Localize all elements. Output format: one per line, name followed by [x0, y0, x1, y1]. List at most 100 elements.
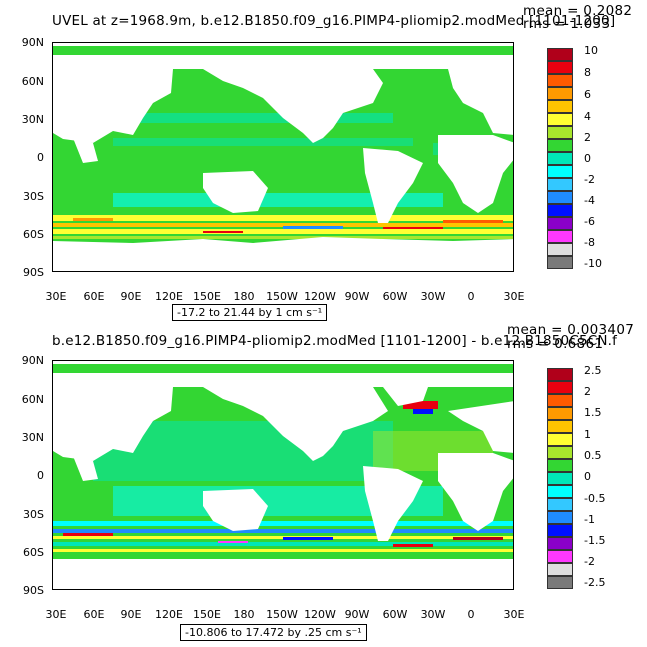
contour-range-note: -10.806 to 17.472 by .25 cm s⁻¹	[180, 624, 367, 641]
colorbar	[547, 368, 573, 589]
lat-label: 0	[37, 151, 44, 164]
colorbar-swatch	[547, 394, 573, 407]
panel-top: UVEL at z=1968.9m, b.e12.B1850.f09_g16.P…	[0, 0, 647, 322]
colorbar-label: 2.5	[584, 364, 602, 377]
velocity-map	[53, 43, 513, 271]
colorbar-label: 2	[584, 131, 591, 144]
colorbar-swatch	[547, 381, 573, 394]
colorbar-swatch	[547, 74, 573, 87]
lon-label: 30E	[45, 608, 67, 621]
lon-label: 180	[233, 290, 255, 303]
lat-label: 30N	[21, 431, 44, 444]
rms-stat: rms = 1.033	[523, 16, 611, 32]
colorbar-label: 2	[584, 385, 591, 398]
colorbar-swatch	[547, 191, 573, 204]
panel-bottom: b.e12.B1850.f09_g16.PIMP4-pliomip2.modMe…	[0, 322, 647, 647]
lon-label: 90E	[120, 608, 142, 621]
colorbar-swatch	[547, 485, 573, 498]
colorbar-swatch	[547, 152, 573, 165]
lat-label: 30N	[21, 113, 44, 126]
colorbar-label: 1	[584, 428, 591, 441]
mean-stat: mean = 0.003407	[507, 322, 635, 338]
colorbar-label: -1	[584, 513, 595, 526]
lon-label: 30E	[45, 290, 67, 303]
colorbar-label: -2	[584, 173, 595, 186]
colorbar-swatch	[547, 446, 573, 459]
colorbar-swatch	[547, 433, 573, 446]
colorbar-swatch	[547, 368, 573, 381]
lon-label: 60W	[382, 608, 408, 621]
lon-label: 90W	[344, 608, 370, 621]
colorbar-swatch	[547, 178, 573, 191]
colorbar-label: 10	[584, 44, 598, 57]
lat-label: 30S	[23, 508, 44, 521]
lon-label: 90W	[344, 290, 370, 303]
colorbar-swatch	[547, 459, 573, 472]
colorbar-swatch	[547, 420, 573, 433]
velocity-difference-map	[53, 361, 513, 589]
lon-label: 60E	[83, 608, 105, 621]
colorbar-label: 0.5	[584, 449, 602, 462]
colorbar-label: -2	[584, 555, 595, 568]
lon-label: 150E	[193, 290, 221, 303]
colorbar-label: -4	[584, 194, 595, 207]
lat-label: 60N	[21, 393, 44, 406]
colorbar-label: 4	[584, 110, 591, 123]
lat-label: 60S	[23, 546, 44, 559]
lon-label: 120E	[155, 290, 183, 303]
colorbar-swatch	[547, 511, 573, 524]
lat-label: 60S	[23, 228, 44, 241]
lon-label: 60E	[83, 290, 105, 303]
lon-label: 30W	[420, 608, 446, 621]
colorbar-swatch	[547, 472, 573, 485]
lon-label: 30E	[503, 290, 525, 303]
lon-label: 0	[467, 608, 475, 621]
colorbar-swatch	[547, 139, 573, 152]
map-frame	[52, 360, 514, 590]
colorbar-label: -8	[584, 236, 595, 249]
colorbar-swatch	[547, 165, 573, 178]
colorbar-swatch	[547, 113, 573, 126]
lon-label: 150W	[266, 608, 298, 621]
lon-label: 30E	[503, 608, 525, 621]
lat-label: 90S	[23, 584, 44, 597]
colorbar-label: -6	[584, 215, 595, 228]
contour-range-note: -17.2 to 21.44 by 1 cm s⁻¹	[172, 304, 328, 321]
lon-label: 120E	[155, 608, 183, 621]
colorbar-label: -0.5	[584, 492, 606, 505]
colorbar-label: 8	[584, 66, 591, 79]
map-frame	[52, 42, 514, 272]
colorbar-label: 6	[584, 88, 591, 101]
lon-label: 0	[467, 290, 475, 303]
lon-label: 60W	[382, 290, 408, 303]
colorbar-swatch	[547, 243, 573, 256]
colorbar-swatch	[547, 48, 573, 61]
colorbar-swatch	[547, 407, 573, 420]
colorbar-swatch	[547, 524, 573, 537]
colorbar-swatch	[547, 61, 573, 74]
colorbar	[547, 48, 573, 269]
colorbar-swatch	[547, 217, 573, 230]
lon-label: 150E	[193, 608, 221, 621]
lon-label: 90E	[120, 290, 142, 303]
lat-label: 60N	[21, 75, 44, 88]
colorbar-swatch	[547, 563, 573, 576]
lon-label: 30W	[420, 290, 446, 303]
colorbar-label: -2.5	[584, 576, 606, 589]
colorbar-swatch	[547, 126, 573, 139]
lat-label: 90S	[23, 266, 44, 279]
rms-stat: rms = 0.6861	[507, 336, 604, 352]
lon-label: 120W	[304, 290, 336, 303]
colorbar-swatch	[547, 256, 573, 269]
lon-label: 120W	[304, 608, 336, 621]
colorbar-swatch	[547, 230, 573, 243]
panel-title: UVEL at z=1968.9m, b.e12.B1850.f09_g16.P…	[52, 13, 616, 29]
colorbar-swatch	[547, 498, 573, 511]
colorbar-swatch	[547, 100, 573, 113]
colorbar-swatch	[547, 576, 573, 589]
colorbar-label: 1.5	[584, 406, 602, 419]
lon-label: 180	[233, 608, 255, 621]
lat-label: 0	[37, 469, 44, 482]
colorbar-swatch	[547, 204, 573, 217]
colorbar-label: 0	[584, 152, 591, 165]
